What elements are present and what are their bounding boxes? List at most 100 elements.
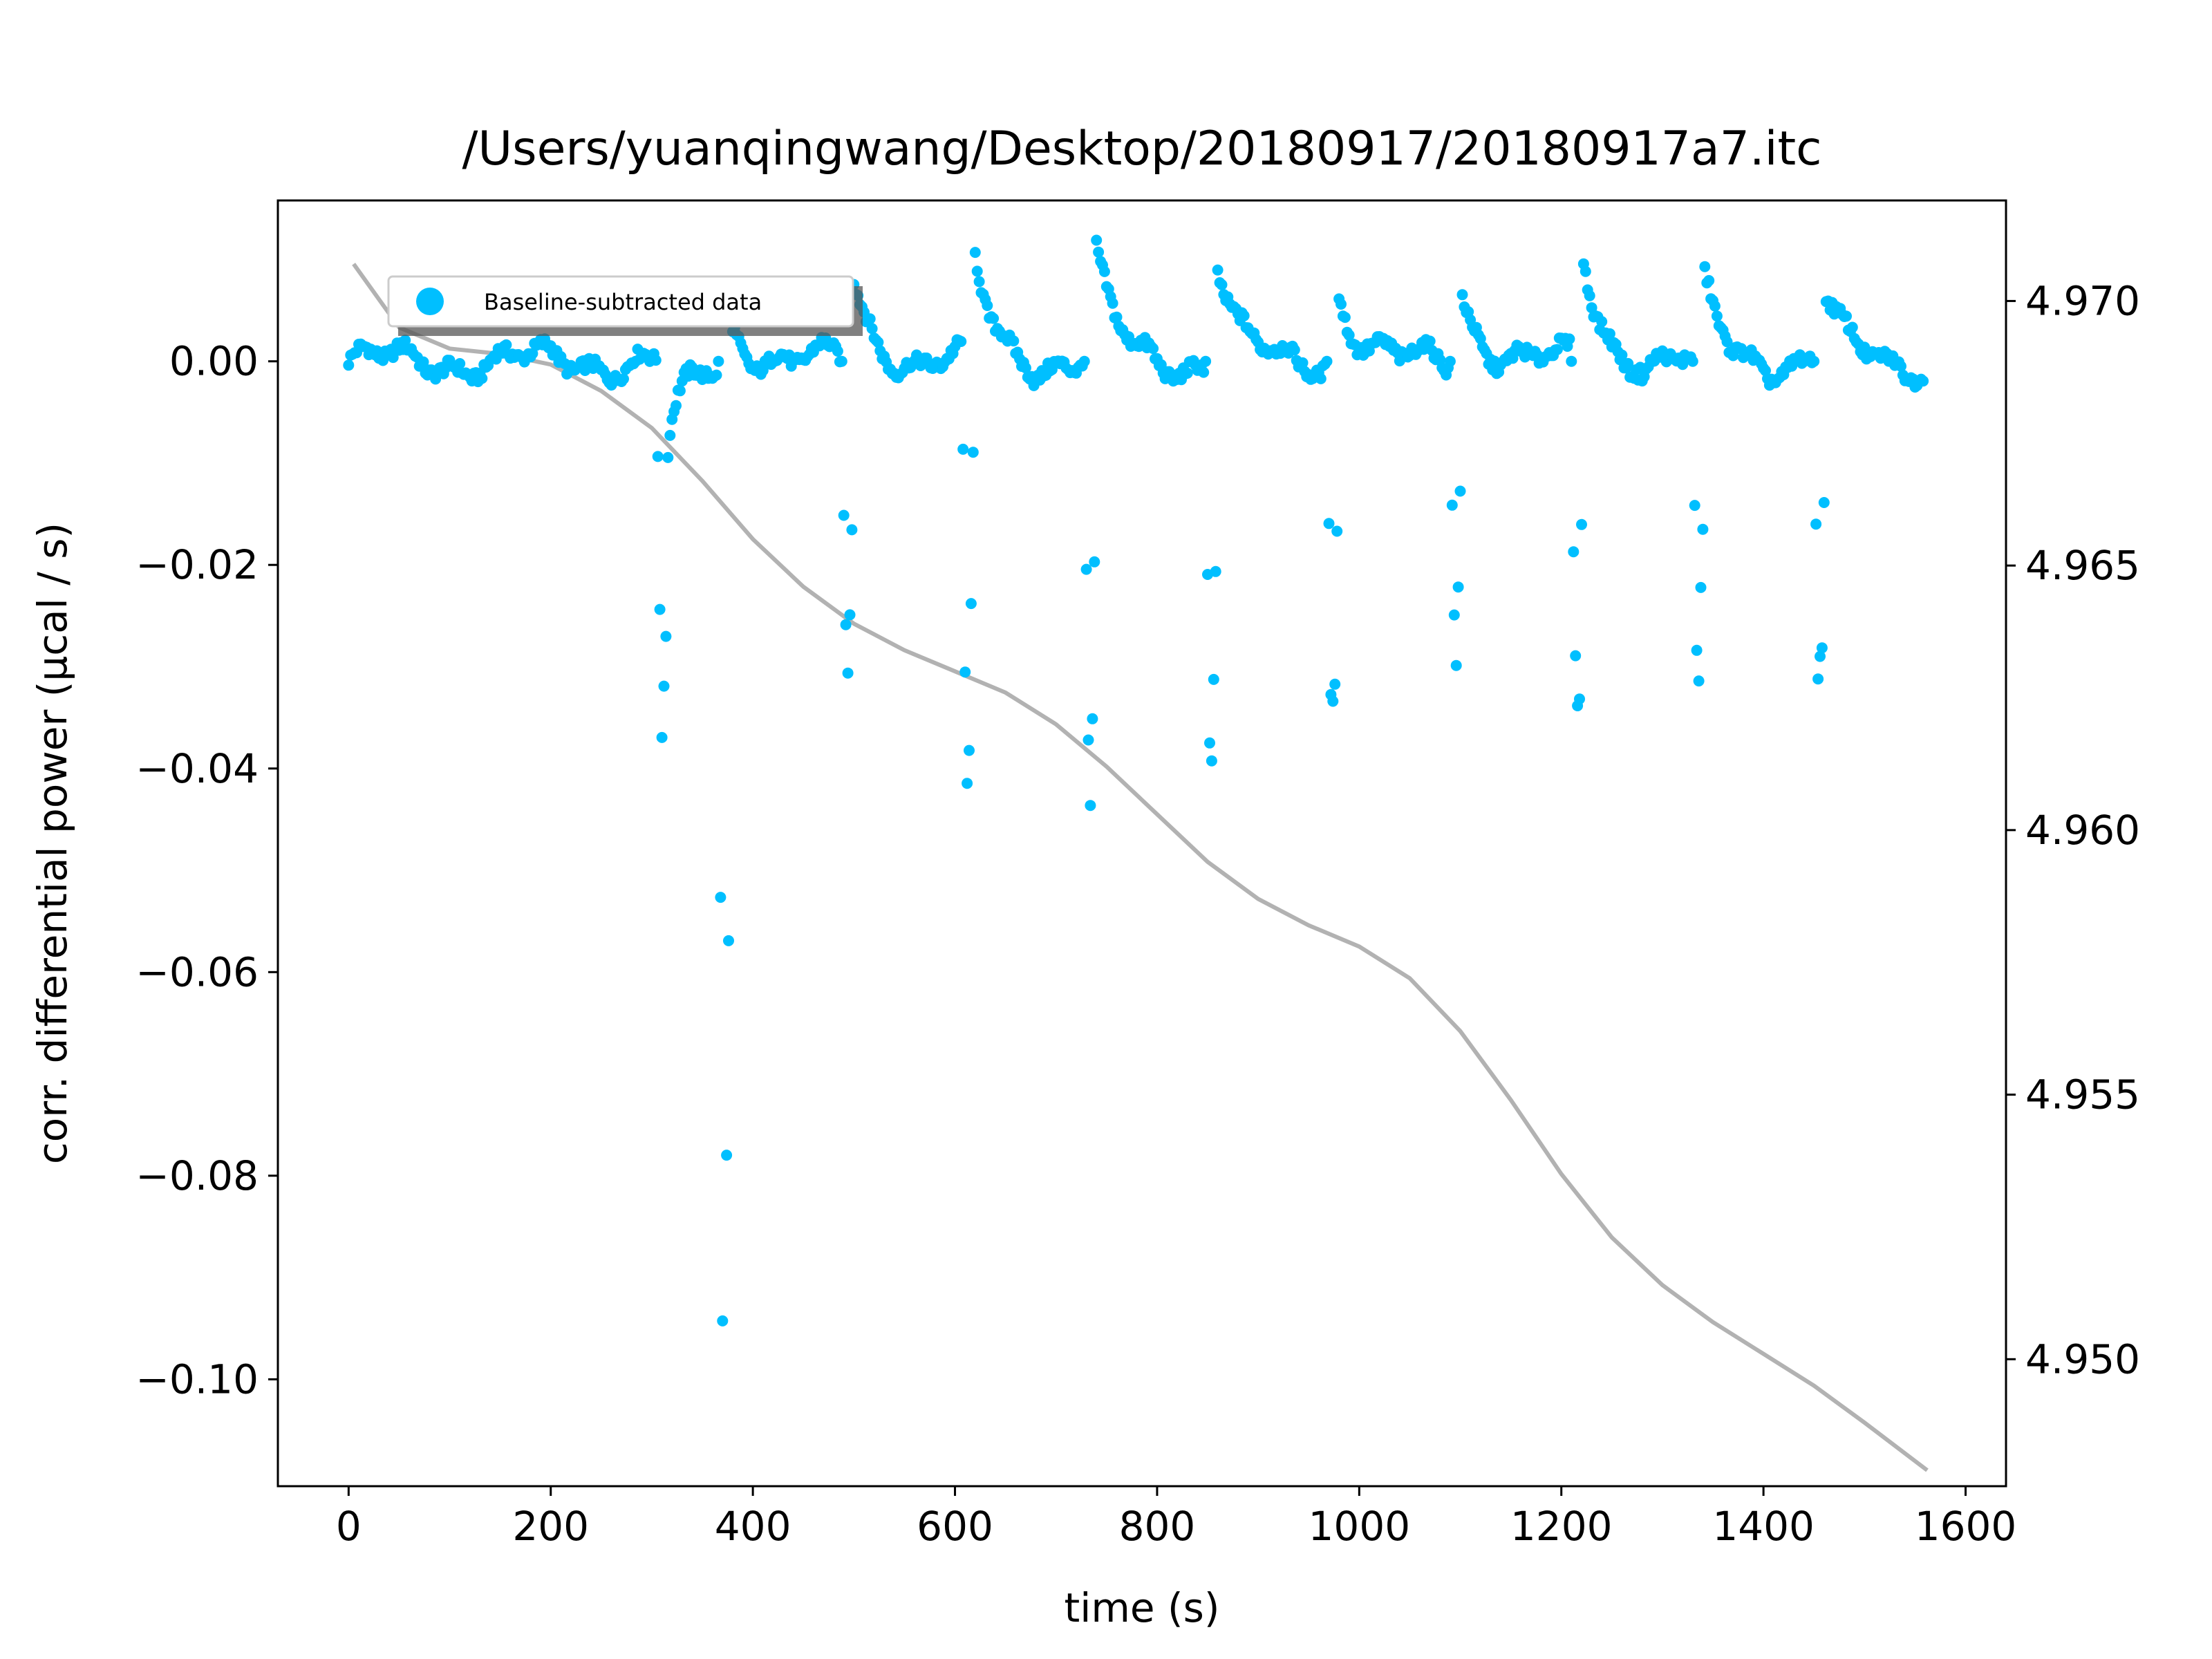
data-point <box>1568 546 1580 558</box>
data-point <box>500 339 512 350</box>
data-point <box>717 1315 729 1327</box>
data-point <box>1098 265 1110 277</box>
data-point <box>662 451 674 463</box>
data-point <box>1093 246 1105 258</box>
data-point <box>1078 355 1090 367</box>
data-point <box>723 935 734 946</box>
data-point <box>1564 333 1575 345</box>
data-point <box>1080 563 1092 575</box>
data-point <box>988 312 1000 324</box>
data-point <box>1331 525 1343 537</box>
data-point <box>1574 693 1585 705</box>
data-point <box>1091 234 1103 246</box>
data-point <box>1691 644 1703 656</box>
data-point <box>1454 485 1466 497</box>
data-point <box>1689 500 1700 512</box>
data-point <box>713 355 724 367</box>
data-point <box>1238 310 1250 321</box>
data-point <box>1082 734 1094 746</box>
data-point <box>1586 302 1597 314</box>
y-tick-label: −0.08 <box>135 1152 259 1199</box>
data-point <box>1343 329 1355 341</box>
data-point <box>1085 800 1096 812</box>
y-tick-label: −0.02 <box>135 541 259 588</box>
data-point <box>1444 355 1456 367</box>
data-point <box>658 680 670 692</box>
data-point <box>971 265 983 277</box>
chart-title: /Users/yuanqingwang/Desktop/20180917/201… <box>462 122 1821 176</box>
data-point <box>1198 366 1210 378</box>
data-point <box>1323 518 1335 529</box>
data-point <box>650 355 662 366</box>
right-axis-line <box>352 263 1929 1472</box>
data-point <box>721 1150 733 1161</box>
x-tick-label: 1000 <box>1309 1503 1411 1550</box>
data-point <box>660 630 672 642</box>
x-axis: 0 200 400 600 800 1000 1200 1400 1600 <box>336 1486 2016 1550</box>
y-axis-left: 0.00 −0.02 −0.04 −0.06 −0.08 −0.10 <box>135 338 278 1403</box>
data-point <box>1181 367 1193 379</box>
data-point <box>969 247 981 259</box>
data-point <box>842 667 854 679</box>
data-point <box>1596 316 1608 328</box>
data-point <box>1008 335 1020 347</box>
data-point <box>1818 497 1830 508</box>
data-point <box>1709 300 1721 312</box>
data-point <box>973 276 985 288</box>
data-point <box>454 358 466 369</box>
data-point <box>1321 355 1333 367</box>
x-tick-label: 1400 <box>1712 1503 1815 1550</box>
data-point <box>1604 328 1615 339</box>
data-point <box>1456 289 1468 301</box>
data-point <box>1846 321 1858 333</box>
legend-marker <box>416 288 444 315</box>
data-point <box>1721 336 1733 348</box>
x-tick-label: 200 <box>512 1503 589 1550</box>
x-tick-label: 600 <box>917 1503 993 1550</box>
data-point <box>1622 357 1634 369</box>
data-point <box>1297 357 1309 368</box>
y2-tick-label: 4.965 <box>2025 542 2140 589</box>
data-point <box>654 603 666 615</box>
data-point <box>1288 344 1300 356</box>
data-point <box>838 509 850 521</box>
data-point <box>664 429 676 441</box>
data-point <box>652 451 664 462</box>
data-point <box>1711 310 1723 322</box>
data-point <box>1446 499 1458 511</box>
data-point <box>1699 261 1711 272</box>
data-point <box>1580 265 1591 277</box>
plot-frame <box>276 199 2007 1488</box>
data-point <box>1212 264 1224 276</box>
data-point <box>527 348 538 359</box>
x-tick-label: 1600 <box>1915 1503 2017 1550</box>
x-tick-label: 400 <box>715 1503 791 1550</box>
data-point <box>1812 673 1824 685</box>
data-point <box>671 400 682 411</box>
data-point <box>832 346 843 357</box>
data-point <box>1339 312 1351 324</box>
y2-tick-label: 4.950 <box>2025 1335 2140 1382</box>
data-point <box>959 666 971 678</box>
data-point <box>1703 274 1715 286</box>
x-tick-label: 1200 <box>1510 1503 1613 1550</box>
x-tick-label: 800 <box>1119 1503 1196 1550</box>
data-point <box>1208 673 1219 685</box>
data-point <box>618 373 629 385</box>
legend: Baseline-subtracted data <box>387 275 863 336</box>
data-point <box>1147 343 1159 355</box>
data-point <box>1206 755 1217 767</box>
data-point <box>965 598 977 610</box>
data-point <box>982 300 993 311</box>
data-point <box>476 373 488 384</box>
y-axis-right: 4.970 4.965 4.960 4.955 4.950 <box>2006 277 2140 1382</box>
data-point <box>1210 565 1221 577</box>
data-point <box>1816 642 1828 654</box>
data-point <box>955 336 967 347</box>
data-point <box>1808 355 1820 367</box>
data-point <box>1107 297 1118 309</box>
data-point <box>1315 373 1327 384</box>
legend-box <box>387 275 854 328</box>
data-point <box>1570 650 1582 662</box>
